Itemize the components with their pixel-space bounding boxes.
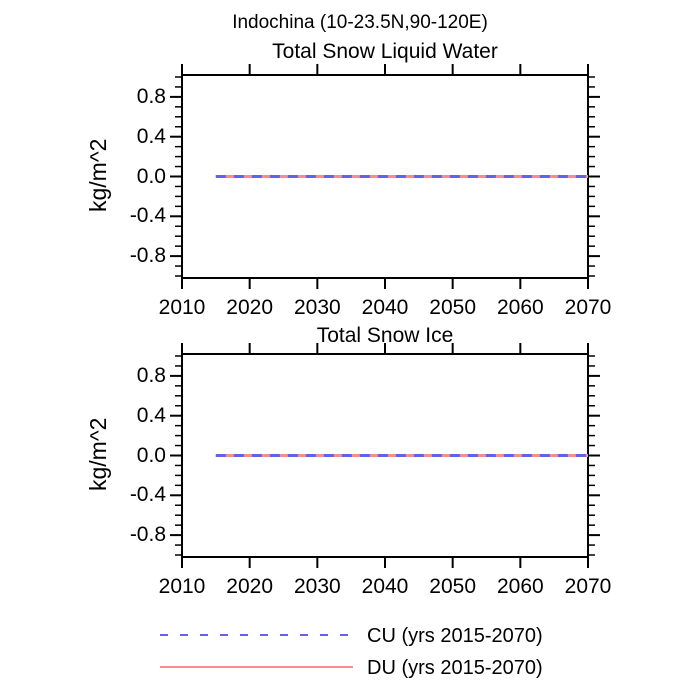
plot2-title: Total Snow Ice xyxy=(316,324,454,347)
legend-label-du: DU (yrs 2015-2070) xyxy=(367,657,543,679)
y-tick-label: 0.0 xyxy=(136,164,166,188)
x-tick-label: 2070 xyxy=(564,296,612,319)
x-tick-label: 2040 xyxy=(361,296,409,319)
figure-title: Indochina (10-23.5N,90-120E) xyxy=(232,12,488,33)
y-tick-label: -0.8 xyxy=(129,523,166,547)
y-tick-label: -0.4 xyxy=(129,483,166,507)
x-tick-label: 2020 xyxy=(226,575,274,598)
x-tick-label: 2020 xyxy=(226,296,274,319)
y-tick-label: 0.8 xyxy=(136,84,166,108)
legend-label-cu: CU (yrs 2015-2070) xyxy=(367,625,543,647)
y-tick-label: 0.8 xyxy=(136,363,166,387)
y-tick-label: 0.4 xyxy=(136,403,166,427)
x-tick-label: 2030 xyxy=(293,575,341,598)
x-tick-label: 2050 xyxy=(429,575,477,598)
y-tick-label: -0.8 xyxy=(129,244,166,268)
plot1-title: Total Snow Liquid Water xyxy=(272,40,498,63)
x-tick-label: 2040 xyxy=(361,575,409,598)
x-tick-label: 2060 xyxy=(496,296,544,319)
x-tick-label: 2030 xyxy=(293,296,341,319)
x-tick-label: 2060 xyxy=(496,575,544,598)
y-tick-label: 0.4 xyxy=(136,124,166,148)
x-tick-label: 2050 xyxy=(429,296,477,319)
y-tick-label: 0.0 xyxy=(136,443,166,467)
x-tick-label: 2010 xyxy=(158,575,206,598)
x-tick-label: 2010 xyxy=(158,296,206,319)
x-tick-label: 2070 xyxy=(564,575,612,598)
y-tick-label: -0.4 xyxy=(129,204,166,228)
